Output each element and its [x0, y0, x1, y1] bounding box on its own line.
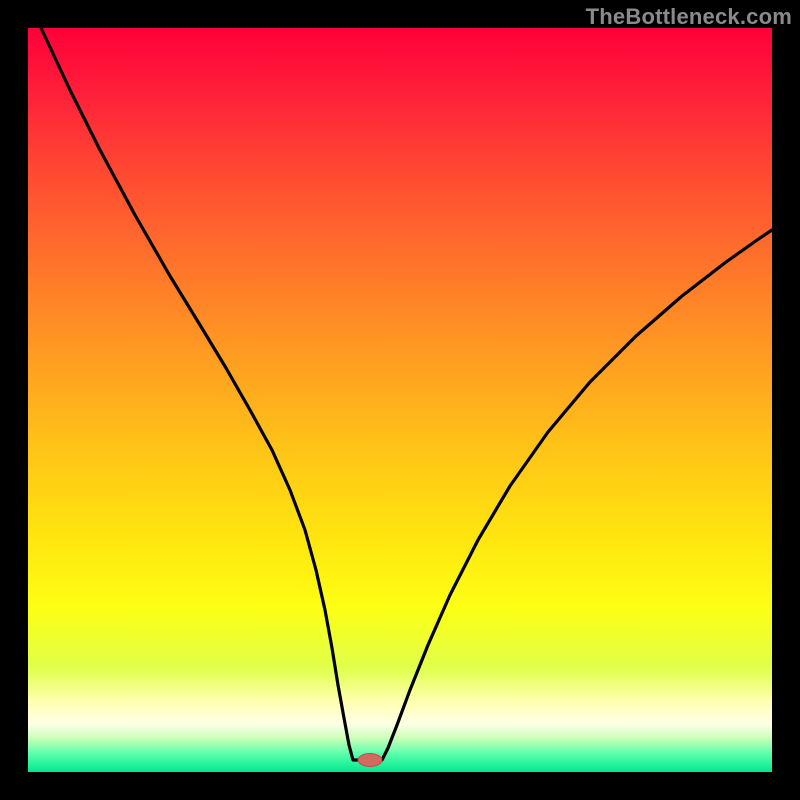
watermark-text: TheBottleneck.com [586, 4, 792, 30]
canvas: TheBottleneck.com [0, 0, 800, 800]
plot-gradient-background [28, 28, 772, 772]
min-point-marker [358, 754, 382, 767]
chart-svg [0, 0, 800, 800]
